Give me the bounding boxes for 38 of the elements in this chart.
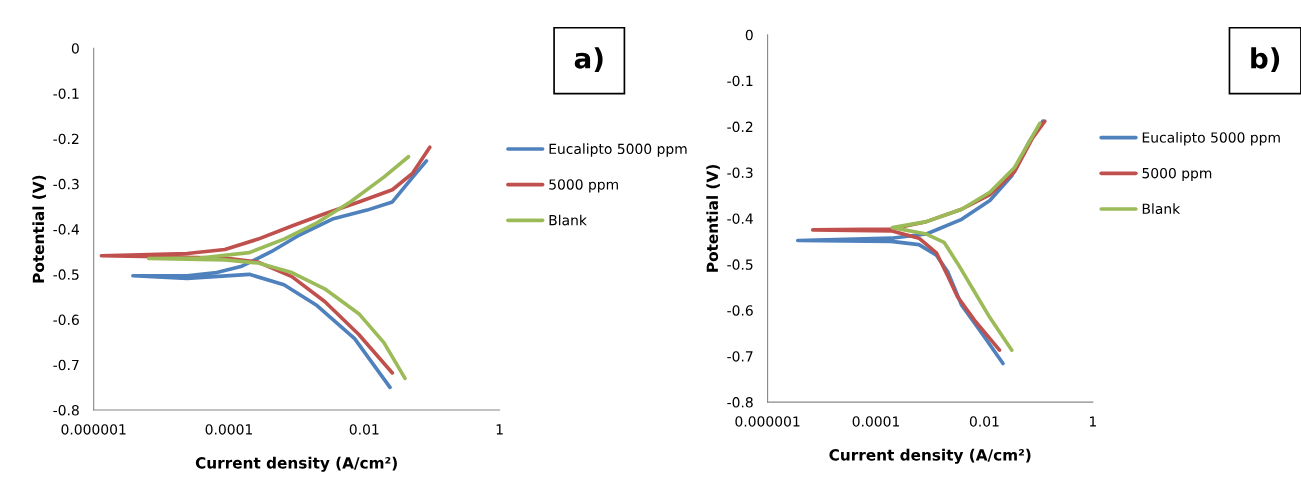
x-axis-title: Current density (A/cm²) [829,448,1031,464]
y-tick-label: -0.5 [727,259,753,270]
y-tick-label: -0.1 [727,75,753,87]
legend-label: Blank [549,214,587,226]
x-tick-label: 0.0001 [205,424,252,435]
y-tick-label: -0.7 [53,359,79,371]
y-tick-label: -0.2 [727,121,753,133]
y-tick-label: 0 [745,29,753,41]
x-tick-label: 0.0001 [852,416,900,427]
y-tick-label: -0.4 [727,213,753,224]
legend-label: Eucalipto 5000 ppm [549,143,687,157]
text: b) [1251,47,1280,72]
x-axis-title: Current density (A/cm²) [195,456,397,472]
y-axis-title: Potential (V) [706,165,720,272]
x-tick-label: 1 [496,424,503,435]
x-tick-label: 0.000001 [735,416,800,427]
legend-label: Eucalipto 5000 ppm [1142,131,1280,146]
y-tick-label: -0.3 [53,178,79,190]
x-tick-label: 1 [1089,416,1096,427]
x-tick-label: 0.01 [969,416,999,427]
y-tick-label: -0.2 [53,133,79,145]
legend-label: 5000 ppm [1142,167,1212,182]
text: a) [574,47,603,72]
y-axis-title: Potential (V) [32,175,46,283]
y-tick-label: -0.8 [727,397,753,408]
legend-label: 5000 ppm [549,179,618,193]
y-tick-label: 0 [71,43,79,54]
y-tick-label: -0.6 [727,305,753,316]
legend-label: Blank [1142,203,1181,215]
x-tick-label: 0.01 [349,424,379,435]
y-tick-label: -0.4 [53,224,80,235]
y-tick-label: -0.1 [53,88,79,99]
y-tick-label: -0.3 [727,167,753,178]
y-tick-label: -0.8 [53,404,79,416]
x-tick-label: 0.000001 [61,424,126,435]
y-tick-label: -0.7 [727,351,753,362]
y-tick-label: -0.5 [53,269,79,280]
y-tick-label: -0.6 [53,314,79,326]
